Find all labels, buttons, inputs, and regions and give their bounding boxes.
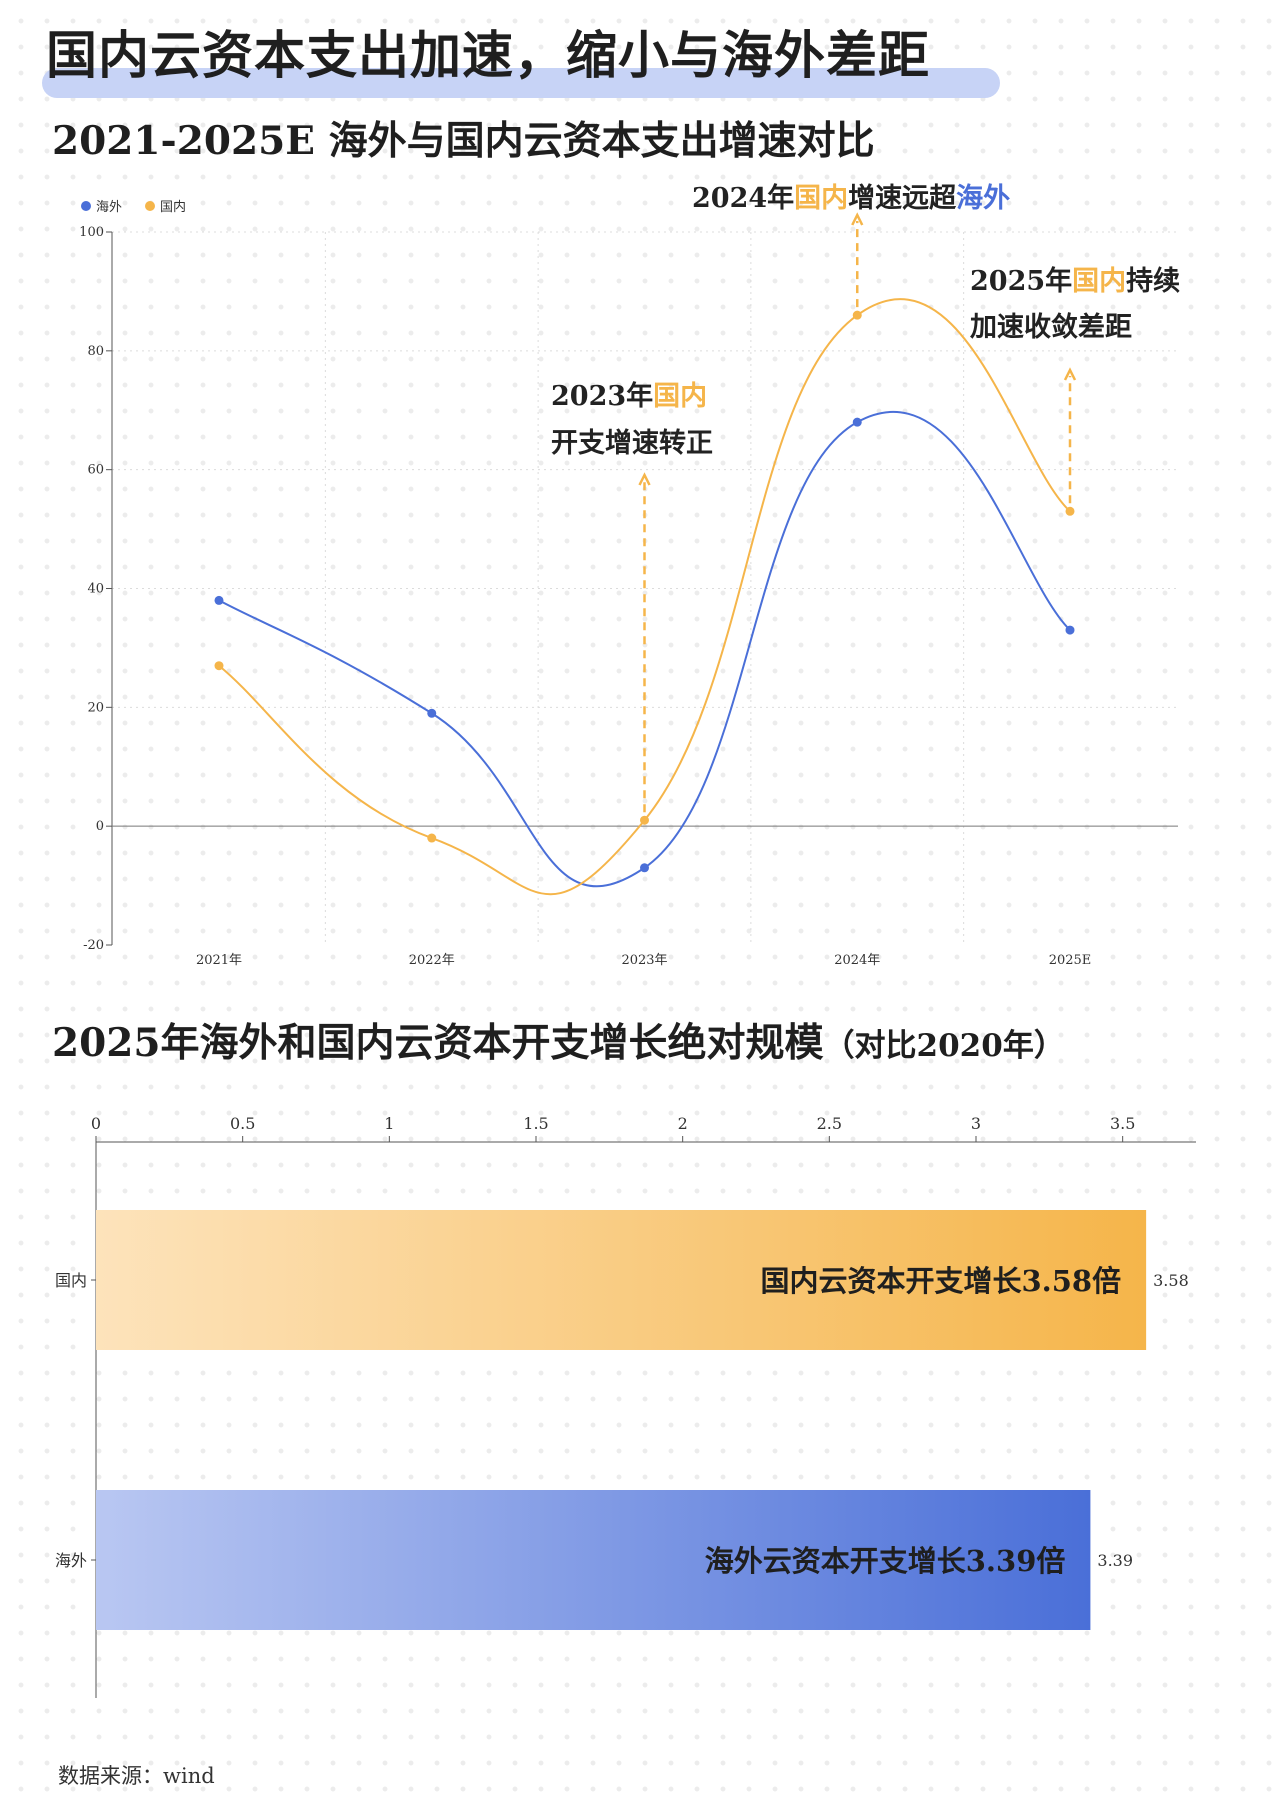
main-title: 国内云资本支出加速，缩小与海外差距: [46, 26, 931, 86]
annotation-segment: 2025年: [970, 265, 1072, 297]
data-point: [214, 661, 224, 671]
x-tick-label: 0: [91, 1114, 101, 1133]
x-tick-label: 1.5: [523, 1114, 548, 1133]
legend-label: 国内: [160, 199, 186, 215]
bar-inner-label: 海外云资本开支增长3.39倍: [705, 1544, 1066, 1578]
title-highlight: [42, 68, 1000, 98]
y-tick-label: 100: [79, 225, 104, 240]
annotation-text: 2025年国内持续: [970, 265, 1180, 297]
annotation-segment: 持续: [1126, 266, 1180, 297]
annotation-segment: 增速远超: [848, 182, 957, 214]
annotation-segment: 加速收敛差距: [970, 311, 1132, 343]
annotation-segment: 2024年: [692, 182, 794, 214]
data-point: [640, 815, 649, 825]
annotation-text: 开支增速转正: [551, 427, 713, 459]
data-point: [214, 595, 224, 605]
y-tick-label: 80: [87, 344, 104, 359]
y-tick-label: 60: [87, 463, 104, 478]
bar: [96, 1490, 1091, 1630]
x-tick-label: 2021年: [196, 953, 242, 968]
annotation-text: 2024年国内增速远超海外: [692, 182, 1010, 214]
bar-value-label: 3.58: [1153, 1271, 1189, 1290]
data-point: [852, 417, 862, 427]
annotation-segment: 国内: [653, 381, 707, 412]
data-source: 数据来源：wind: [58, 1764, 215, 1788]
bar-inner-label: 国内云资本开支增长3.58倍: [760, 1264, 1121, 1298]
x-tick-label: 2: [678, 1114, 688, 1133]
annotation-segment: 海外: [956, 183, 1010, 214]
series-line: [218, 298, 1071, 896]
annotation-arrowhead: [851, 212, 864, 226]
annotation-text: 加速收敛差距: [970, 311, 1132, 343]
annotation-segment: 开支增速转正: [551, 427, 713, 459]
series-line: [218, 411, 1071, 888]
data-point: [427, 833, 437, 843]
annotation-segment: 国内: [794, 183, 848, 214]
y-tick-label: 国内: [55, 1271, 87, 1290]
x-tick-label: 2024年: [834, 953, 880, 968]
x-tick-label: 2022年: [409, 953, 455, 968]
y-tick-label: 40: [87, 582, 104, 597]
x-tick-label: 0.5: [230, 1114, 255, 1133]
data-point: [427, 708, 437, 718]
absolute-growth-bar-chart: 0 0.5 1 1.5 2 2.5 3 3.5 国内 国内云资本开支增长3.58倍 3.58 海外 海外…: [55, 1114, 1196, 1698]
x-tick-label: 3: [971, 1114, 981, 1133]
bar-chart-title: 2025年海外和国内云资本开支增长绝对规模（对比2020年）: [52, 1012, 1065, 1068]
data-point: [852, 310, 862, 320]
data-point: [640, 863, 649, 873]
main-title-block: 国内云资本支出加速，缩小与海外差距: [36, 18, 1000, 98]
line-chart-title: 2021-2025E 海外与国内云资本支出增速对比: [52, 118, 875, 164]
legend-marker: [81, 201, 91, 211]
bar-value-label: 3.39: [1097, 1551, 1133, 1570]
chart-legend: 海外 国内: [81, 199, 186, 215]
annotation-segment: 2023年: [551, 380, 653, 412]
bar: [96, 1210, 1147, 1350]
x-tick-label: 1: [384, 1114, 394, 1133]
annotation-text: 2023年国内: [551, 380, 707, 412]
bar-chart-title-main: 2025年海外和国内云资本开支增长绝对规模: [52, 1020, 824, 1066]
y-tick-label: 海外: [55, 1551, 87, 1570]
x-tick-label: 2023年: [621, 953, 667, 968]
legend-marker: [145, 201, 155, 211]
y-tick-label: -20: [83, 938, 104, 953]
data-point: [1065, 506, 1075, 516]
bar-chart-title-note: （对比2020年）: [823, 1028, 1065, 1064]
legend-label: 海外: [96, 200, 122, 215]
x-tick-label: 3.5: [1110, 1114, 1135, 1133]
growth-line-chart: -20 0 20 40 60 80 100 2021年 2022年 2023年 2024年 2025E…: [79, 182, 1180, 968]
annotation-arrowhead: [638, 472, 651, 486]
x-tick-label: 2.5: [817, 1114, 842, 1133]
x-tick-label: 2025E: [1049, 953, 1092, 968]
data-point: [1065, 625, 1075, 635]
annotation-arrowhead: [1063, 367, 1077, 381]
y-tick-label: 0: [96, 819, 104, 834]
y-tick-label: 20: [87, 700, 104, 715]
annotation-segment: 国内: [1072, 266, 1126, 297]
